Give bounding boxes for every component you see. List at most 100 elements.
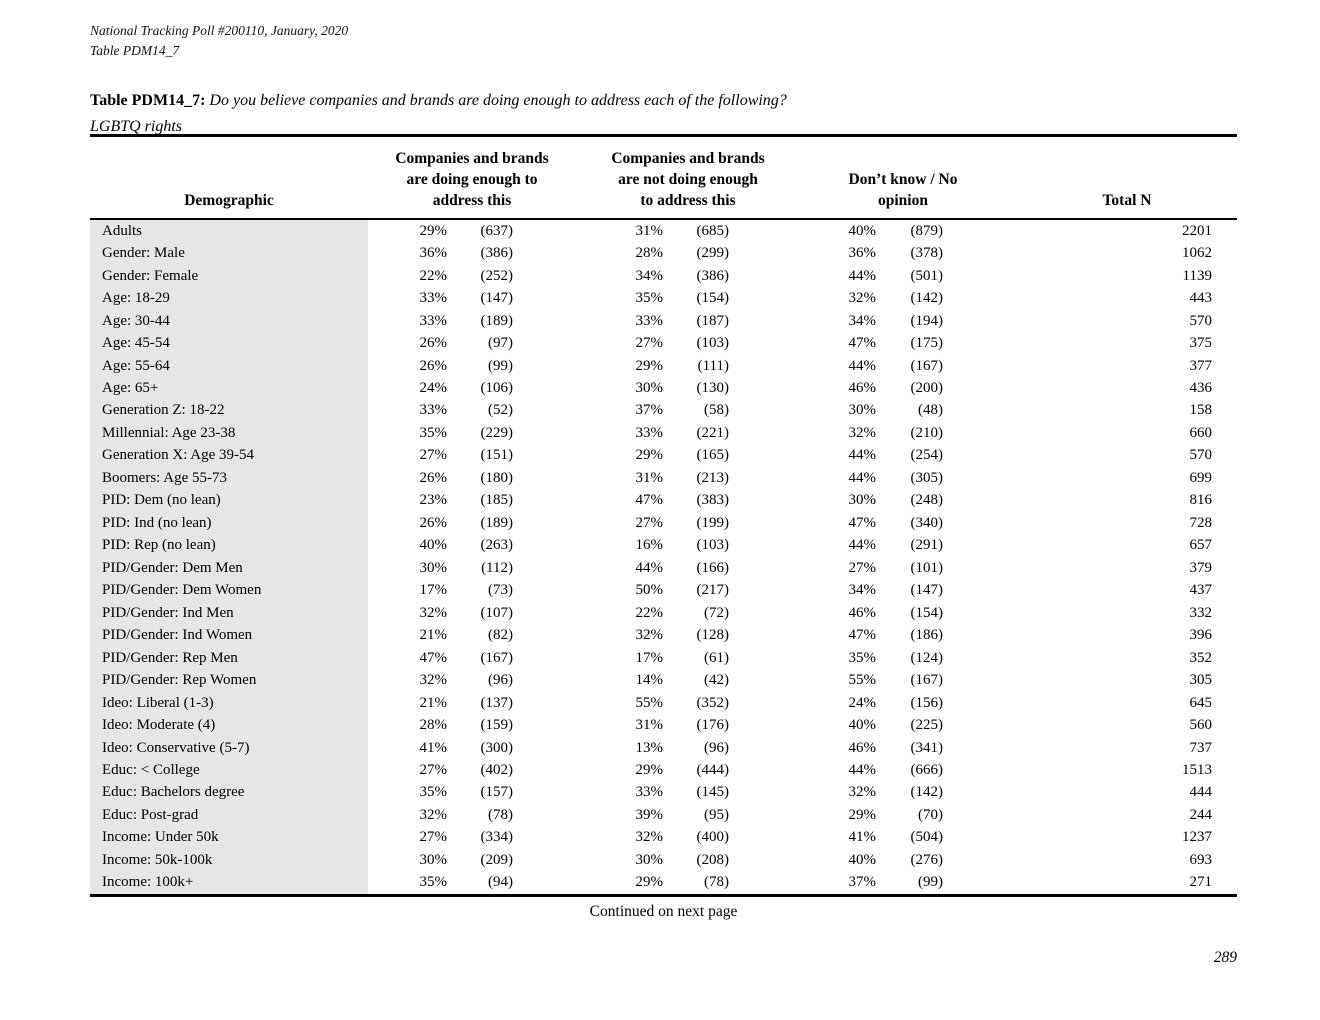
cell-dont-know-n: (124)	[910, 649, 944, 666]
cell-not-doing-pct: 33%	[635, 784, 664, 801]
cell-doing-enough-pct: 27%	[419, 761, 448, 778]
cell-dont-know-pct: 27%	[848, 559, 877, 576]
cell-dont-know-n: (200)	[910, 380, 944, 397]
cell-dont-know-pct: 44%	[848, 267, 877, 284]
cell-not-doing-n: (145)	[696, 784, 730, 801]
cell-total-n: 244	[1189, 806, 1213, 823]
cell-demographic: Gender: Male	[90, 242, 368, 265]
cell-not-doing-n: (42)	[704, 672, 729, 689]
cell-doing-enough-n: (112)	[481, 559, 513, 576]
cell-dont-know-n: (276)	[910, 851, 944, 868]
cell-demographic: PID/Gender: Rep Women	[90, 669, 368, 692]
cell-not-doing-n: (154)	[696, 290, 730, 307]
cell-demographic: Adults	[90, 220, 368, 243]
cell-doing-enough-pct: 41%	[419, 739, 448, 756]
cell-dont-know-n: (142)	[910, 784, 944, 801]
cell-demographic: Ideo: Liberal (1-3)	[90, 691, 368, 715]
cell-dont-know-pct: 44%	[848, 469, 877, 486]
cell-dont-know-n: (291)	[910, 537, 944, 554]
cell-not-doing-pct: 28%	[635, 245, 664, 262]
cell-dont-know-pct: 55%	[848, 672, 877, 689]
cell-dont-know-pct: 24%	[848, 694, 877, 711]
cell-not-doing-n: (217)	[696, 582, 730, 599]
table-row: PID/Gender: Rep Men 47% (167) 17% (61) 3…	[90, 646, 1237, 670]
cell-doing-enough-n: (189)	[480, 514, 514, 531]
cell-not-doing-n: (386)	[696, 267, 730, 284]
column-header-not-doing-enough: Companies and brands are not doing enoug…	[611, 150, 765, 209]
cell-not-doing-pct: 30%	[635, 851, 664, 868]
cell-dont-know-pct: 46%	[848, 380, 877, 397]
cell-dont-know-pct: 37%	[848, 874, 877, 891]
cell-doing-enough-pct: 17%	[419, 582, 448, 599]
table-row: Educ: < College 27% (402) 29% (444) 44% …	[90, 759, 1237, 782]
cell-doing-enough-n: (159)	[480, 717, 514, 734]
cell-doing-enough-n: (151)	[480, 447, 514, 464]
cell-doing-enough-pct: 30%	[419, 559, 448, 576]
cell-total-n: 271	[1189, 874, 1213, 891]
cell-total-n: 728	[1189, 514, 1213, 531]
cell-not-doing-pct: 29%	[635, 357, 664, 374]
cell-doing-enough-pct: 24%	[419, 380, 448, 397]
cell-not-doing-pct: 39%	[635, 806, 664, 823]
cell-doing-enough-pct: 35%	[419, 784, 448, 801]
column-header-dont-know: Don’t know / No opinion	[848, 171, 958, 209]
table-row: Age: 45-54 26% (97) 27% (103) 47% (175) …	[90, 332, 1237, 355]
cell-doing-enough-n: (106)	[480, 380, 514, 397]
cell-dont-know-pct: 34%	[848, 582, 877, 599]
cell-total-n: 1139	[1182, 267, 1212, 284]
cell-not-doing-pct: 47%	[635, 492, 664, 509]
cell-not-doing-pct: 31%	[635, 717, 664, 734]
cell-total-n: 332	[1189, 604, 1213, 621]
table-header-row: Demographic Companies and brands are doi…	[90, 137, 1237, 220]
cell-doing-enough-pct: 36%	[419, 245, 448, 262]
table-title-line: Table PDM14_7: Do you believe companies …	[90, 88, 1240, 114]
cell-not-doing-pct: 27%	[635, 335, 664, 352]
table-row: PID: Ind (no lean) 26% (189) 27% (199) 4…	[90, 512, 1237, 535]
cell-dont-know-pct: 30%	[848, 402, 877, 419]
cell-doing-enough-pct: 32%	[419, 604, 448, 621]
cell-total-n: 1062	[1182, 245, 1212, 262]
cell-doing-enough-pct: 21%	[419, 694, 448, 711]
cell-demographic: PID/Gender: Ind Men	[90, 601, 368, 625]
cell-demographic: PID/Gender: Dem Men	[90, 557, 368, 580]
cell-dont-know-pct: 29%	[848, 806, 877, 823]
cell-total-n: 699	[1189, 469, 1213, 486]
cell-doing-enough-n: (263)	[480, 537, 514, 554]
cell-dont-know-pct: 44%	[848, 537, 877, 554]
cell-total-n: 560	[1189, 717, 1213, 734]
table-title-topic: LGBTQ rights	[90, 117, 183, 135]
cell-dont-know-n: (254)	[910, 447, 944, 464]
cell-doing-enough-n: (185)	[480, 492, 514, 509]
cell-not-doing-n: (176)	[696, 717, 730, 734]
cell-demographic: Income: 50k-100k	[90, 849, 368, 872]
cell-dont-know-pct: 47%	[848, 335, 877, 352]
cell-doing-enough-n: (402)	[480, 761, 514, 778]
cell-doing-enough-n: (167)	[480, 649, 514, 666]
cell-total-n: 305	[1189, 672, 1213, 689]
cell-doing-enough-n: (157)	[480, 784, 514, 801]
table-row: PID/Gender: Ind Women 21% (82) 32% (128)…	[90, 624, 1237, 647]
table-row: Income: Under 50k 27% (334) 32% (400) 41…	[90, 826, 1237, 850]
table-row: PID/Gender: Ind Men 32% (107) 22% (72) 4…	[90, 601, 1237, 625]
cell-doing-enough-n: (97)	[488, 335, 513, 352]
table-row: Gender: Female 22% (252) 34% (386) 44% (…	[90, 264, 1237, 288]
table-row: Income: 100k+ 35% (94) 29% (78) 37% (99)…	[90, 871, 1237, 895]
cell-not-doing-pct: 17%	[635, 649, 664, 666]
column-header-doing-enough: Companies and brands are doing enough to…	[395, 150, 549, 209]
cell-demographic: Educ: Bachelors degree	[90, 781, 368, 805]
cell-doing-enough-pct: 30%	[419, 851, 448, 868]
table-row: Generation X: Age 39-54 27% (151) 29% (1…	[90, 444, 1237, 468]
cell-demographic: Age: 55-64	[90, 354, 368, 378]
cell-dont-know-pct: 46%	[848, 604, 877, 621]
cell-not-doing-n: (165)	[696, 447, 730, 464]
cell-doing-enough-n: (209)	[480, 851, 514, 868]
table-row: Age: 30-44 33% (189) 33% (187) 34% (194)…	[90, 309, 1237, 333]
cell-not-doing-pct: 16%	[635, 537, 664, 554]
table-row: PID/Gender: Dem Women 17% (73) 50% (217)…	[90, 579, 1237, 602]
cell-not-doing-n: (166)	[696, 559, 730, 576]
cell-dont-know-pct: 34%	[848, 312, 877, 329]
cell-doing-enough-pct: 47%	[419, 649, 448, 666]
cell-demographic: Generation Z: 18-22	[90, 399, 368, 423]
cell-not-doing-n: (187)	[696, 312, 730, 329]
cell-doing-enough-n: (300)	[480, 739, 514, 756]
